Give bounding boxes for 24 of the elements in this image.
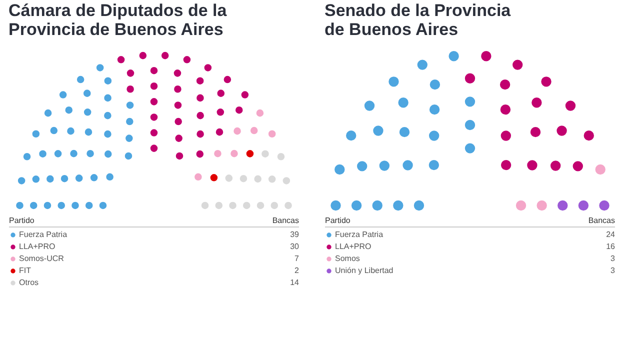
data-label: 24 — [606, 230, 616, 239]
legend-title: Partido — [325, 216, 351, 225]
category-label: Somos-UCR — [19, 254, 64, 263]
data-label: 7 — [294, 254, 300, 263]
category-label: Fuerza Patria — [19, 230, 68, 239]
category-label: LLA+PRO — [19, 242, 56, 251]
data-label: 39 — [290, 230, 300, 239]
category-label: Somos — [335, 254, 360, 263]
text: Senado de la Provincia de Buenos Aires — [324, 1, 512, 39]
category-label: Fuerza Patria — [335, 230, 384, 239]
data-label: 3 — [610, 254, 616, 263]
category-label: Unión y Libertad — [335, 266, 394, 275]
category-label: FIT — [19, 266, 32, 275]
data-label: 2 — [294, 266, 300, 275]
text: Bancas — [588, 216, 615, 225]
data-label: 30 — [290, 242, 300, 251]
text: Bancas — [272, 216, 299, 225]
data-label: 16 — [606, 242, 616, 251]
data-label: 14 — [290, 278, 300, 287]
text: Cámara de Diputados de la Provincia de Buenos Aires — [8, 1, 228, 39]
legend-title: Partido — [9, 216, 35, 225]
category-label: Otros — [19, 278, 39, 287]
data-label: 3 — [610, 266, 616, 275]
category-label: LLA+PRO — [335, 242, 372, 251]
